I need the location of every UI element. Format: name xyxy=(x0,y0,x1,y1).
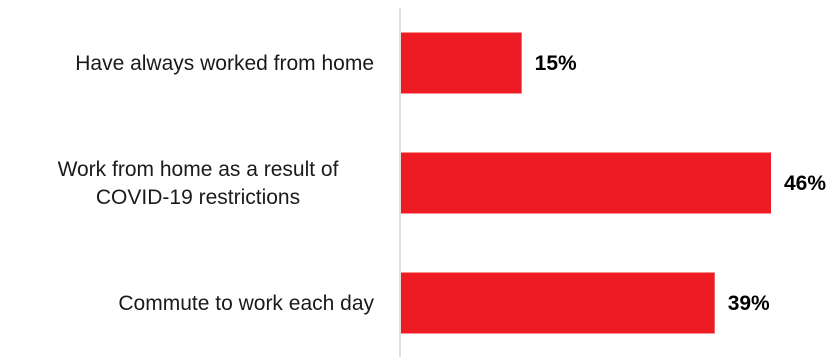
category-label-1: Have always worked from home xyxy=(75,52,374,75)
value-label-1: 15% xyxy=(535,52,577,75)
category-label-2-line-1: Work from home as a result of xyxy=(58,158,339,181)
value-label-2: 46% xyxy=(784,172,826,195)
bars-layer xyxy=(401,33,771,334)
value-label-3: 39% xyxy=(728,292,770,315)
category-label-2-line-2: COVID-19 restrictions xyxy=(96,186,300,209)
bar-3 xyxy=(401,273,715,334)
category-label-3: Commute to work each day xyxy=(118,292,374,315)
bar-2 xyxy=(401,153,771,214)
bar-1 xyxy=(401,33,522,94)
